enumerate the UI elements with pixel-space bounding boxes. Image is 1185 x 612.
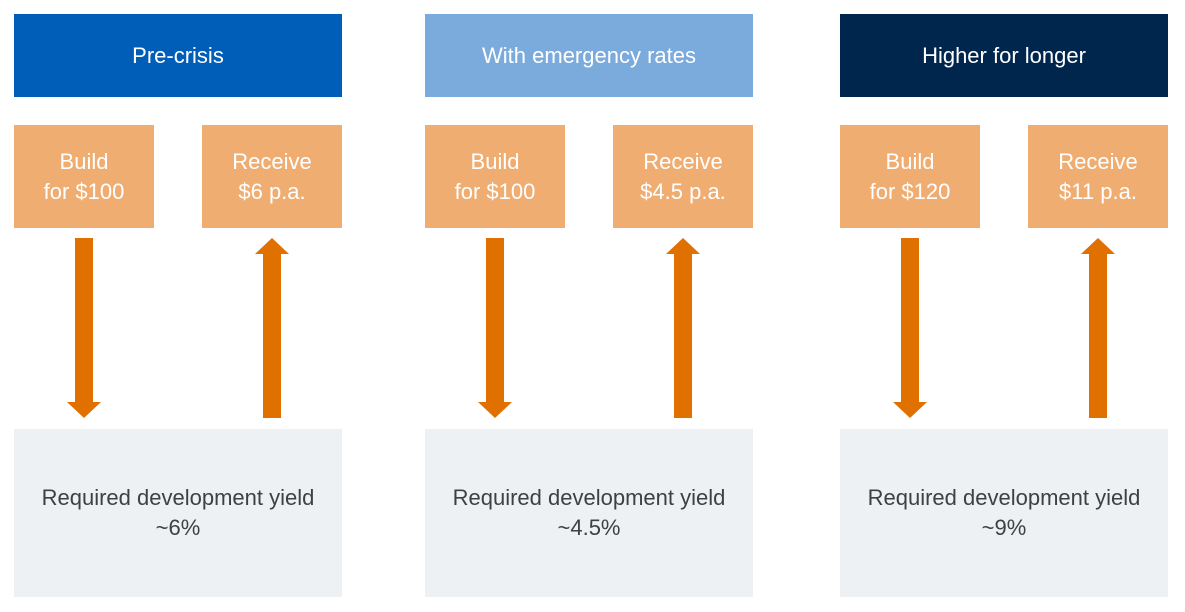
arrow-down (478, 238, 512, 418)
text-line: Receive (643, 148, 723, 174)
text-line: for $100 (43, 178, 125, 204)
text-line: $6 p.a. (238, 178, 306, 204)
build-box: Build for $100 (425, 125, 565, 228)
arrow-up (255, 238, 289, 418)
receive-box: Receive $6 p.a. (202, 125, 342, 228)
text-line: Required development yield (452, 485, 726, 510)
text-line: With emergency rates (482, 42, 696, 68)
text-line: ~9% (981, 515, 1027, 540)
column-header: Higher for longer (840, 14, 1168, 97)
text-line: Receive (232, 148, 312, 174)
arrow-up (666, 238, 700, 418)
text-line: Pre-crisis (132, 42, 224, 68)
text-line: Receive (1058, 148, 1138, 174)
column-header: Pre-crisis (14, 14, 342, 97)
text-line: Required development yield (867, 485, 1141, 510)
text-line: Build (470, 148, 520, 174)
text-line: Required development yield (41, 485, 315, 510)
receive-box: Receive $11 p.a. (1028, 125, 1168, 228)
receive-box: Receive $4.5 p.a. (613, 125, 753, 228)
text-line: ~6% (155, 515, 201, 540)
arrow-down (67, 238, 101, 418)
text-line: Build (885, 148, 935, 174)
arrow-up (1081, 238, 1115, 418)
text-line: $4.5 p.a. (640, 178, 726, 204)
result-box: Required development yield ~4.5% (425, 429, 753, 597)
text-line: Build (59, 148, 109, 174)
column-header: With emergency rates (425, 14, 753, 97)
build-box: Build for $120 (840, 125, 980, 228)
result-box: Required development yield ~6% (14, 429, 342, 597)
result-box: Required development yield ~9% (840, 429, 1168, 597)
arrow-down (893, 238, 927, 418)
text-line: for $120 (869, 178, 951, 204)
text-line: ~4.5% (557, 515, 621, 540)
text-line: for $100 (454, 178, 536, 204)
build-box: Build for $100 (14, 125, 154, 228)
text-line: Higher for longer (922, 42, 1086, 68)
text-line: $11 p.a. (1059, 178, 1137, 204)
